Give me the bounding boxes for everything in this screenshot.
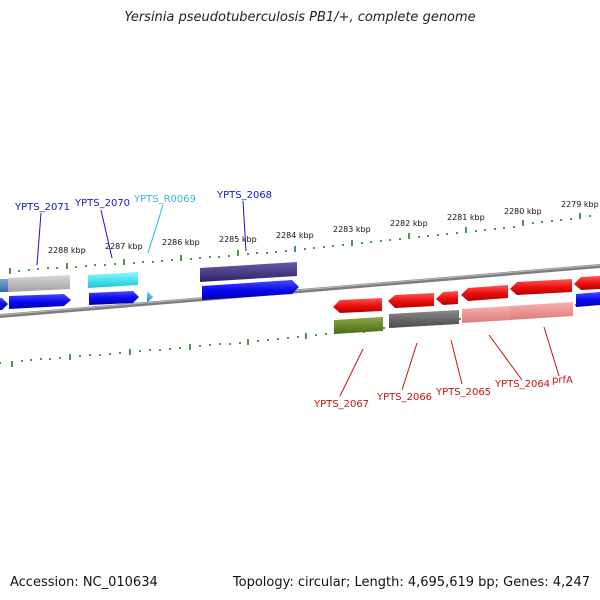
gene-label-ypts-2070[interactable]: YPTS_2070: [74, 198, 130, 209]
gene-label-ypts-2071[interactable]: YPTS_2071: [14, 202, 70, 213]
gene-arrow-blue-ypts-2068[interactable]: [202, 280, 299, 300]
gene-label-ypts-2066[interactable]: YPTS_2066: [376, 392, 432, 403]
gene-arrow-red-prfa[interactable]: [510, 279, 572, 295]
gene-label-ypts-2068[interactable]: YPTS_2068: [216, 190, 272, 201]
feature-pink-prfa[interactable]: [510, 302, 573, 320]
scale-label: 2288 kbp: [48, 246, 86, 255]
gene-label-ypts-2065[interactable]: YPTS_2065: [435, 387, 491, 398]
upper-leader-lines: [36, 200, 247, 266]
gene-label-ypts-r0069[interactable]: YPTS_R0069: [133, 194, 196, 205]
gene-label-ypts-2064[interactable]: YPTS_2064: [494, 379, 550, 390]
gene-arrow-red-ypts-2065[interactable]: [436, 291, 458, 305]
feature-olive-ypts-2067[interactable]: [334, 317, 383, 334]
gene-arrow-red-ypts-2066[interactable]: [388, 293, 434, 308]
feature-purple-ypts-2068[interactable]: [200, 262, 297, 282]
genome-title: Yersinia pseudotuberculosis PB1/+, compl…: [124, 10, 476, 25]
scale-label: 2285 kbp: [219, 235, 257, 244]
scale-label: 2280 kbp: [504, 207, 542, 216]
gene-arrow-red-ypts-2064[interactable]: [461, 285, 508, 301]
gene-arrow-blue-right[interactable]: [576, 292, 600, 307]
lower-leader-lines: [339, 326, 560, 397]
topology-label: Topology: circular; Length: 4,695,619 bp…: [232, 575, 590, 590]
genome-backbone-highlight: [0, 264, 600, 316]
gene-label-prfa[interactable]: prfA: [552, 375, 573, 386]
gene-arrow-blue-left[interactable]: [0, 298, 8, 310]
feature-dark-ypts-2066[interactable]: [389, 310, 459, 328]
accession-label: Accession: NC_010634: [10, 575, 158, 590]
feature-steel-left[interactable]: [0, 279, 8, 292]
genome-backbone: [0, 264, 600, 318]
feature-cyan-ypts-2070[interactable]: [88, 272, 138, 288]
scale-label: 2282 kbp: [390, 219, 428, 228]
rna-arrow-ypts-r0069[interactable]: [147, 291, 153, 303]
gene-arrow-red-right[interactable]: [574, 276, 600, 290]
feature-pink-ypts-2064[interactable]: [462, 306, 510, 323]
scale-label: 2287 kbp: [105, 242, 143, 251]
gene-arrow-red-ypts-2067[interactable]: [333, 298, 382, 313]
gene-label-ypts-2067[interactable]: YPTS_2067: [313, 399, 369, 410]
gene-arrow-blue-ypts-2071[interactable]: [9, 294, 71, 309]
scale-label: 2279 kbp: [561, 200, 599, 209]
scale-label: 2286 kbp: [162, 238, 200, 247]
scale-label: 2283 kbp: [333, 225, 371, 234]
feature-grey-ypts-2071[interactable]: [8, 275, 70, 292]
upper-scale-ticks: [9, 213, 591, 274]
gene-arrow-blue-ypts-2070[interactable]: [89, 291, 139, 305]
scale-label: 2281 kbp: [447, 213, 485, 222]
scale-label: 2284 kbp: [276, 231, 314, 240]
